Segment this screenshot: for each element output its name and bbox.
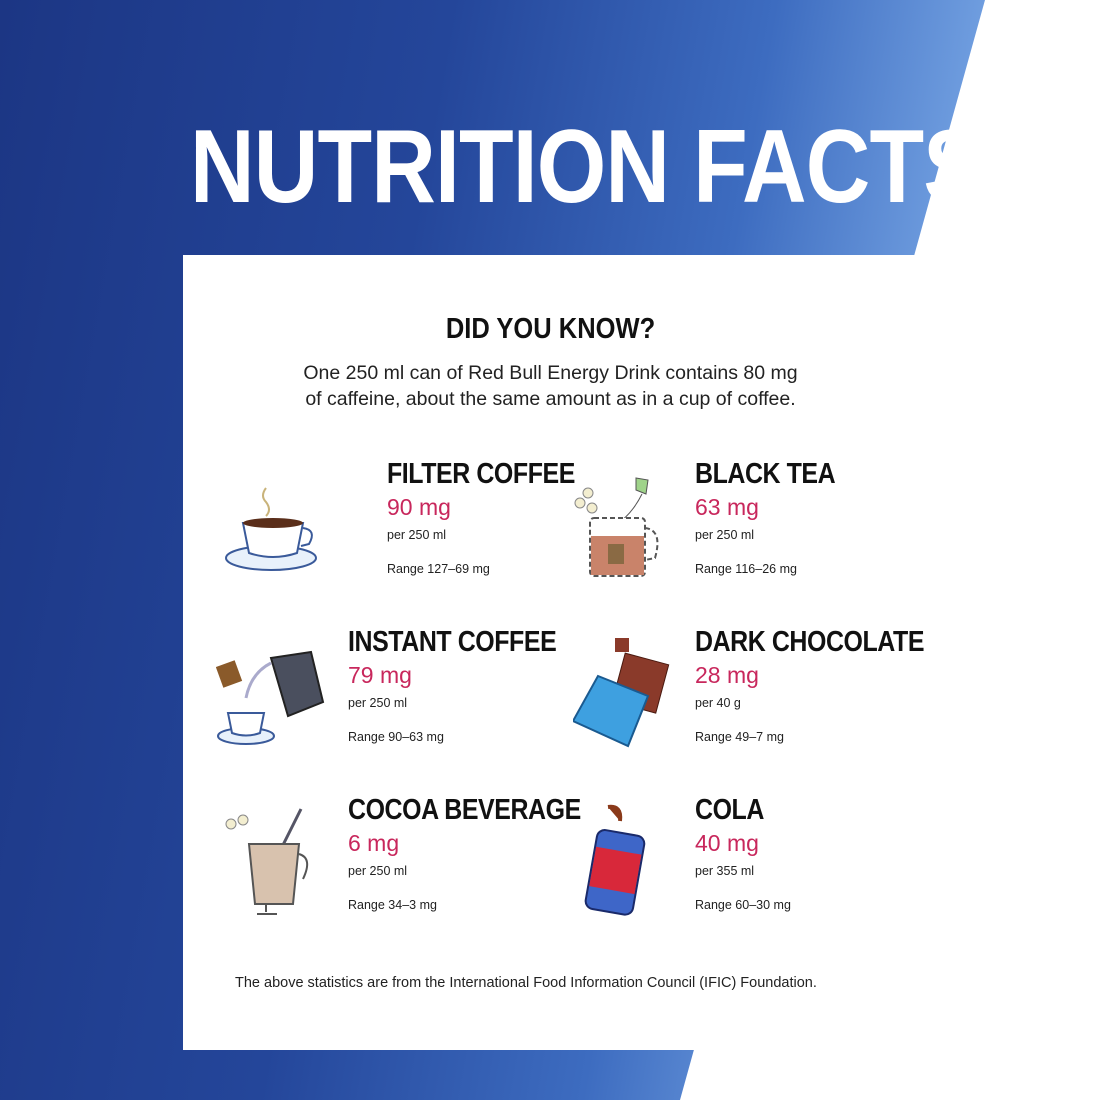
item-serving: per 250 ml <box>348 696 408 710</box>
item-name: BLACK TEA <box>695 458 836 490</box>
item-range: Range 90–63 mg <box>348 730 444 744</box>
item-dark-chocolate: DARK CHOCOLATE 28 mg per 40 g Range 49–7 mg <box>573 626 924 766</box>
tea-mug-icon <box>574 477 659 577</box>
item-amount: 40 mg <box>695 830 759 856</box>
item-name: COLA <box>695 794 764 826</box>
item-name: FILTER COFFEE <box>387 458 575 490</box>
item-filter-coffee: FILTER COFFEE 90 mg per 250 ml Range 127–69… <box>221 458 575 598</box>
item-range: Range 116–26 mg <box>695 562 797 576</box>
item-cola: COLA 40 mg per 355 ml Range 60–30 mg <box>583 794 923 934</box>
item-serving: per 250 ml <box>387 528 447 542</box>
item-amount: 63 mg <box>695 494 759 520</box>
item-range: Range 60–30 mg <box>695 898 791 912</box>
item-range: Range 49–7 mg <box>695 730 784 744</box>
coffee-cup-icon <box>225 487 317 571</box>
item-amount: 6 mg <box>348 830 400 856</box>
item-amount: 90 mg <box>387 494 451 520</box>
kettle-cup-icon <box>216 650 325 745</box>
item-amount: 79 mg <box>348 662 412 688</box>
item-cocoa-beverage: COCOA BEVERAGE 6 mg per 250 ml Range 34–3 m… <box>221 794 581 934</box>
info-card: DID YOU KNOW? One 250 ml can of Red Bull… <box>183 255 1100 1050</box>
source-footnote: The above statistics are from the Intern… <box>235 975 817 991</box>
chocolate-bar-icon <box>573 638 670 748</box>
item-name: COCOA BEVERAGE <box>348 794 581 826</box>
intro-line-1: One 250 ml can of Red Bull Energy Drink … <box>303 362 798 384</box>
item-serving: per 250 ml <box>348 864 408 878</box>
cocoa-glass-icon <box>225 808 309 915</box>
page-title: NUTRITION FACTS <box>190 109 983 225</box>
item-serving: per 250 ml <box>695 528 755 542</box>
item-name: DARK CHOCOLATE <box>695 626 925 658</box>
item-range: Range 127–69 mg <box>387 562 490 576</box>
cola-can-icon <box>584 804 646 916</box>
did-you-know-heading: DID YOU KNOW? <box>445 313 656 345</box>
item-instant-coffee: INSTANT COFFEE 79 mg per 250 ml Range 90–63… <box>216 626 557 766</box>
item-amount: 28 mg <box>695 662 759 688</box>
item-range: Range 34–3 mg <box>348 898 437 912</box>
item-black-tea: BLACK TEA 63 mg per 250 ml Range 116–26 mg <box>568 458 908 598</box>
item-name: INSTANT COFFEE <box>348 626 557 658</box>
item-serving: per 40 g <box>695 696 741 710</box>
intro-text: One 250 ml can of Red Bull Energy Drink … <box>243 360 858 412</box>
item-serving: per 355 ml <box>695 864 755 878</box>
intro-line-2: of caffeine, about the same amount as in… <box>305 388 796 410</box>
